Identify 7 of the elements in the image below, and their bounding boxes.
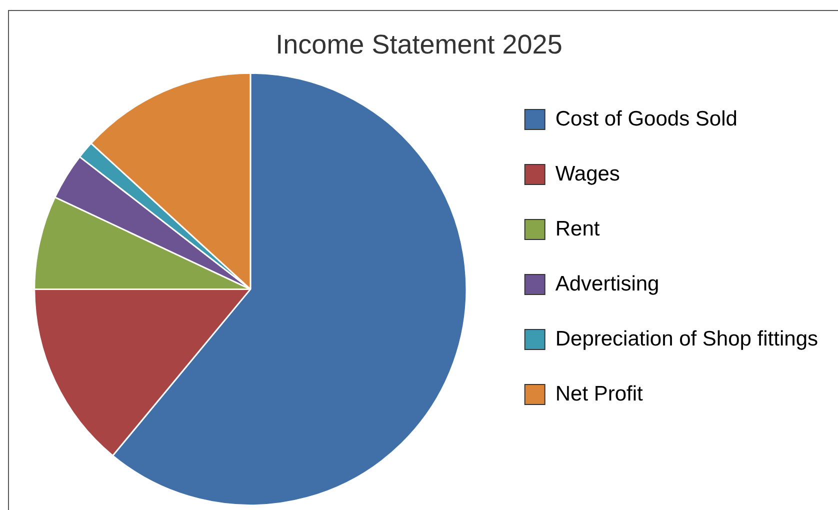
legend-label: Rent (555, 217, 600, 240)
legend-label: Advertising (555, 272, 660, 296)
legend-label: Depreciation of Shop fittings (555, 327, 818, 350)
legend-label: Net Profit (555, 382, 644, 406)
chart-title: Income Statement 2025 (276, 30, 562, 60)
legend-label: Cost of Goods Sold (555, 107, 738, 130)
legend-label: Wages (555, 162, 620, 186)
